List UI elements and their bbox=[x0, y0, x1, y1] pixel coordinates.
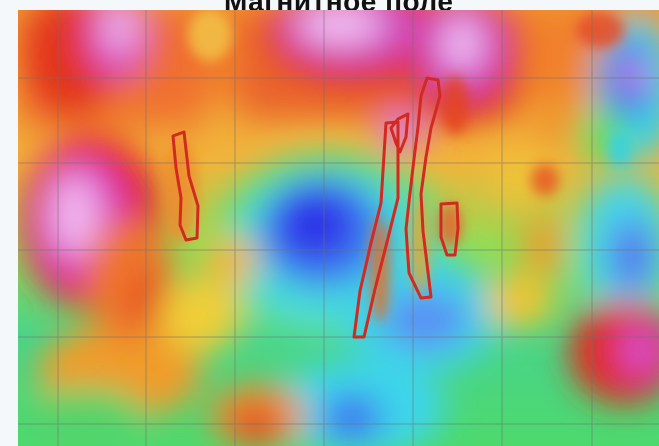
outline-center-long bbox=[352, 120, 400, 339]
field-raster bbox=[18, 10, 659, 446]
ore-body-outlines bbox=[171, 76, 460, 339]
outline-right-small bbox=[439, 201, 460, 257]
grid-lines bbox=[18, 10, 659, 446]
outline-center-arc bbox=[389, 112, 410, 154]
outline-center-right bbox=[404, 76, 442, 300]
outline-left bbox=[171, 130, 200, 242]
